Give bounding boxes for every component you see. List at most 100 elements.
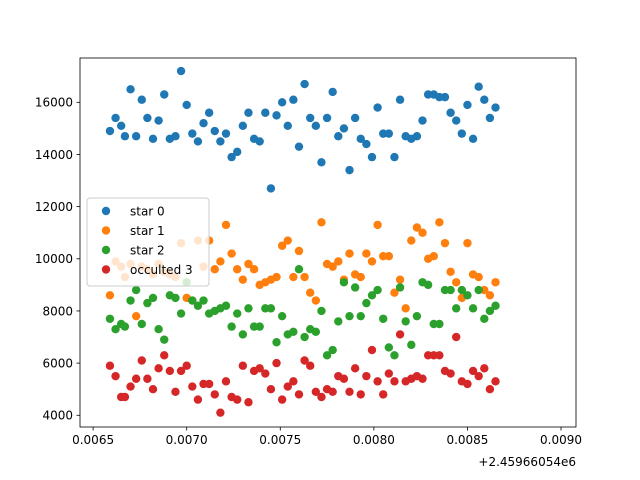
data-point bbox=[367, 152, 377, 162]
data-point bbox=[452, 116, 461, 125]
data-point bbox=[182, 361, 191, 370]
data-point bbox=[154, 364, 163, 373]
data-point bbox=[266, 184, 276, 193]
data-point bbox=[154, 116, 163, 125]
data-point bbox=[306, 361, 315, 370]
data-point bbox=[345, 311, 354, 321]
data-point bbox=[261, 369, 270, 378]
data-point bbox=[474, 82, 483, 91]
data-point bbox=[418, 228, 427, 237]
data-point bbox=[435, 351, 444, 360]
data-point bbox=[216, 257, 225, 266]
data-point bbox=[395, 275, 405, 284]
data-point bbox=[440, 92, 450, 102]
data-point bbox=[244, 259, 253, 269]
x-axis: 0.0065 0.0070 0.0075 0.0080 0.0085 0.0090 bbox=[72, 427, 582, 447]
data-point bbox=[367, 291, 377, 300]
data-point bbox=[407, 236, 416, 245]
data-point bbox=[199, 296, 208, 305]
data-point bbox=[300, 332, 309, 342]
data-point bbox=[137, 95, 146, 104]
x-tick-label: 0.0090 bbox=[540, 433, 582, 447]
data-point bbox=[294, 265, 304, 274]
data-point bbox=[216, 408, 225, 417]
data-point bbox=[272, 338, 281, 347]
data-point bbox=[390, 351, 399, 360]
data-point bbox=[294, 142, 304, 151]
data-point bbox=[390, 377, 399, 386]
data-point bbox=[171, 132, 180, 141]
data-point bbox=[154, 325, 163, 334]
legend-marker bbox=[101, 206, 111, 216]
data-point bbox=[148, 134, 158, 144]
y-tick-label: 10000 bbox=[35, 252, 73, 266]
data-point bbox=[423, 280, 433, 290]
data-point bbox=[334, 257, 343, 266]
data-point bbox=[210, 390, 219, 399]
data-point bbox=[384, 129, 394, 138]
data-point bbox=[300, 272, 309, 282]
data-point bbox=[474, 272, 483, 282]
y-axis: 4000 6000 8000 10000 12000 14000 16000 bbox=[35, 96, 80, 423]
legend-label: star 2 bbox=[130, 243, 165, 257]
data-point bbox=[328, 262, 337, 271]
data-point bbox=[294, 246, 304, 256]
data-point bbox=[221, 129, 231, 138]
data-point bbox=[193, 395, 203, 404]
legend-label: star 0 bbox=[130, 204, 165, 218]
data-point bbox=[272, 111, 281, 120]
data-point bbox=[233, 147, 242, 157]
data-point bbox=[395, 283, 405, 292]
series-3 bbox=[105, 330, 500, 417]
data-point bbox=[148, 293, 158, 303]
data-point bbox=[446, 285, 455, 295]
data-point bbox=[182, 100, 191, 110]
data-point bbox=[238, 361, 248, 370]
data-point bbox=[306, 113, 315, 123]
data-point bbox=[485, 306, 495, 316]
data-point bbox=[322, 113, 332, 123]
data-point bbox=[452, 278, 461, 287]
data-point bbox=[210, 126, 219, 136]
data-point bbox=[277, 395, 287, 404]
data-point bbox=[143, 113, 152, 123]
data-point bbox=[328, 345, 337, 355]
data-point bbox=[379, 314, 388, 323]
data-point bbox=[137, 356, 146, 365]
data-point bbox=[491, 301, 500, 310]
y-tick-label: 12000 bbox=[35, 200, 73, 214]
data-point bbox=[463, 238, 472, 248]
data-point bbox=[480, 364, 489, 373]
data-point bbox=[334, 132, 343, 141]
data-point bbox=[491, 278, 500, 287]
data-point bbox=[249, 265, 259, 274]
data-point bbox=[221, 301, 231, 310]
data-point bbox=[131, 285, 141, 295]
data-point bbox=[412, 311, 422, 321]
data-point bbox=[390, 288, 399, 297]
data-point bbox=[440, 238, 450, 248]
data-point bbox=[485, 291, 495, 300]
data-point bbox=[480, 95, 489, 104]
data-point bbox=[339, 124, 349, 133]
legend-marker bbox=[101, 265, 111, 274]
data-point bbox=[300, 79, 309, 89]
data-point bbox=[418, 374, 427, 383]
data-point bbox=[171, 387, 180, 396]
x-tick-label: 0.0085 bbox=[446, 433, 488, 447]
data-point bbox=[395, 330, 405, 339]
data-point bbox=[283, 382, 292, 391]
y-tick-label: 14000 bbox=[35, 148, 73, 162]
data-point bbox=[272, 272, 281, 282]
data-point bbox=[435, 218, 444, 227]
data-point bbox=[143, 374, 152, 383]
data-point bbox=[339, 278, 349, 287]
series-2 bbox=[105, 265, 500, 360]
data-point bbox=[468, 134, 478, 144]
data-point bbox=[216, 137, 225, 146]
data-point bbox=[384, 369, 394, 378]
data-point bbox=[266, 384, 276, 394]
data-point bbox=[131, 132, 141, 141]
legend-marker bbox=[101, 245, 111, 255]
